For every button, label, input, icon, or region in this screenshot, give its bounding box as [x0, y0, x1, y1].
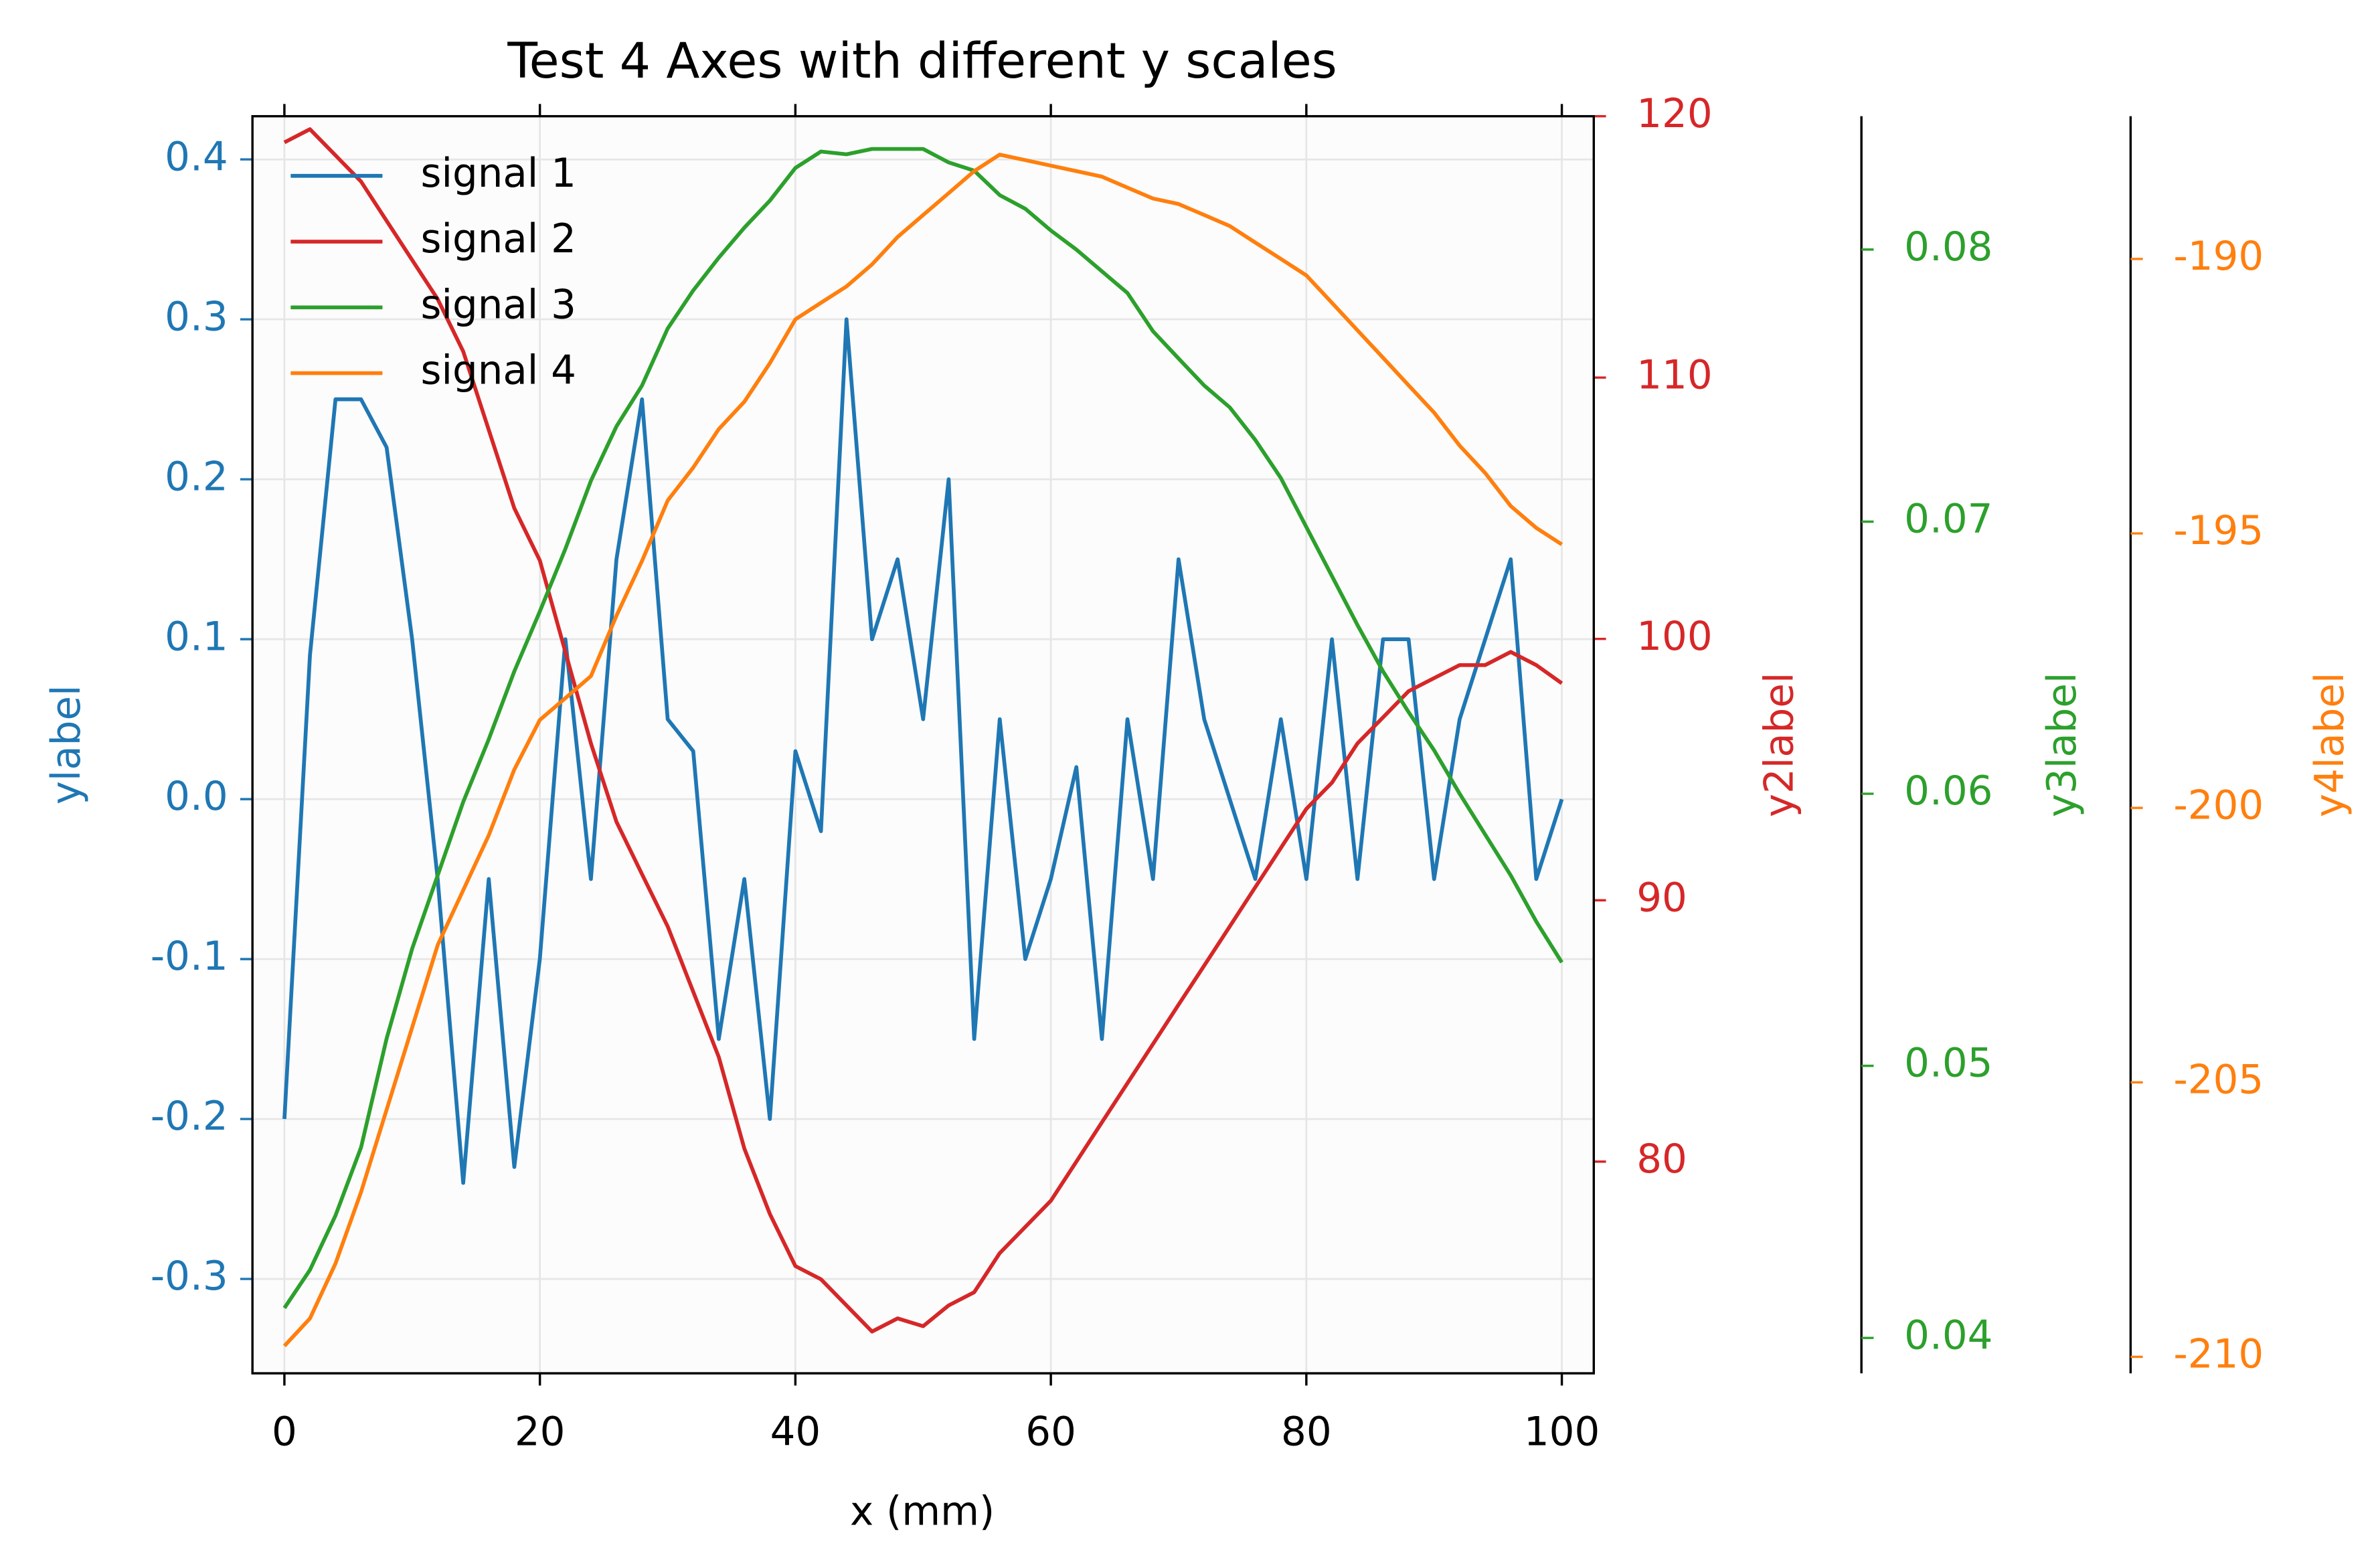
x-axis-label: x (mm) — [850, 1488, 995, 1535]
series-line — [282, 147, 1563, 1310]
y2-tick-label: 90 — [1636, 875, 1687, 921]
legend-label: signal 4 — [421, 348, 576, 394]
legend-label: signal 3 — [421, 282, 576, 328]
y4-tick-label: -195 — [2173, 508, 2264, 554]
x-tick-label: 0 — [272, 1409, 297, 1456]
y-tick-label: 0.2 — [165, 454, 228, 500]
y2-tick-label: 80 — [1636, 1136, 1687, 1183]
y3-tick-label: 0.05 — [1904, 1041, 1992, 1087]
y3-tick-label: 0.07 — [1904, 497, 1992, 543]
x-tick-label: 60 — [1025, 1409, 1076, 1456]
x-tick-label: 80 — [1281, 1409, 1332, 1456]
y-tick-label: -0.1 — [151, 934, 228, 980]
y4-tick-label: -205 — [2173, 1057, 2264, 1103]
series-line — [282, 317, 1564, 1185]
x-tick-label: 40 — [770, 1409, 821, 1456]
x-tick-label: 20 — [515, 1409, 566, 1456]
y3-tick-label: 0.06 — [1904, 768, 1992, 814]
y2-tick-label: 100 — [1636, 614, 1712, 660]
x-tick-label: 100 — [1524, 1409, 1600, 1456]
y-tick-label: -0.2 — [151, 1094, 228, 1140]
y4-tick-label: -210 — [2173, 1332, 2264, 1378]
y-tick-label: 0.4 — [165, 134, 228, 180]
chart-title: Test 4 Axes with different y scales — [507, 33, 1337, 90]
series-line — [283, 127, 1563, 1334]
y2-tick-label: 110 — [1636, 352, 1712, 398]
y4-tick-label: -190 — [2173, 234, 2264, 280]
y-tick-label: 0.1 — [165, 614, 228, 660]
y4-tick-label: -200 — [2173, 782, 2264, 829]
legend-label: signal 1 — [421, 151, 576, 197]
y2-tick-label: 120 — [1636, 91, 1712, 137]
y2-axis-label: y2label — [1756, 673, 1802, 818]
y-tick-label: -0.3 — [151, 1253, 228, 1300]
y3-axis-label: y3label — [2039, 673, 2086, 818]
legend-label: signal 2 — [421, 216, 576, 262]
plot-frame — [251, 114, 1595, 1375]
y-tick-label: 0.0 — [165, 774, 228, 820]
y4-axis-label: y4label — [2307, 673, 2353, 818]
series-line — [282, 153, 1563, 1348]
y-axis-label: ylabel — [44, 685, 90, 804]
y-tick-label: 0.3 — [165, 294, 228, 340]
y3-tick-label: 0.08 — [1904, 224, 1992, 270]
y3-tick-label: 0.04 — [1904, 1312, 1992, 1359]
